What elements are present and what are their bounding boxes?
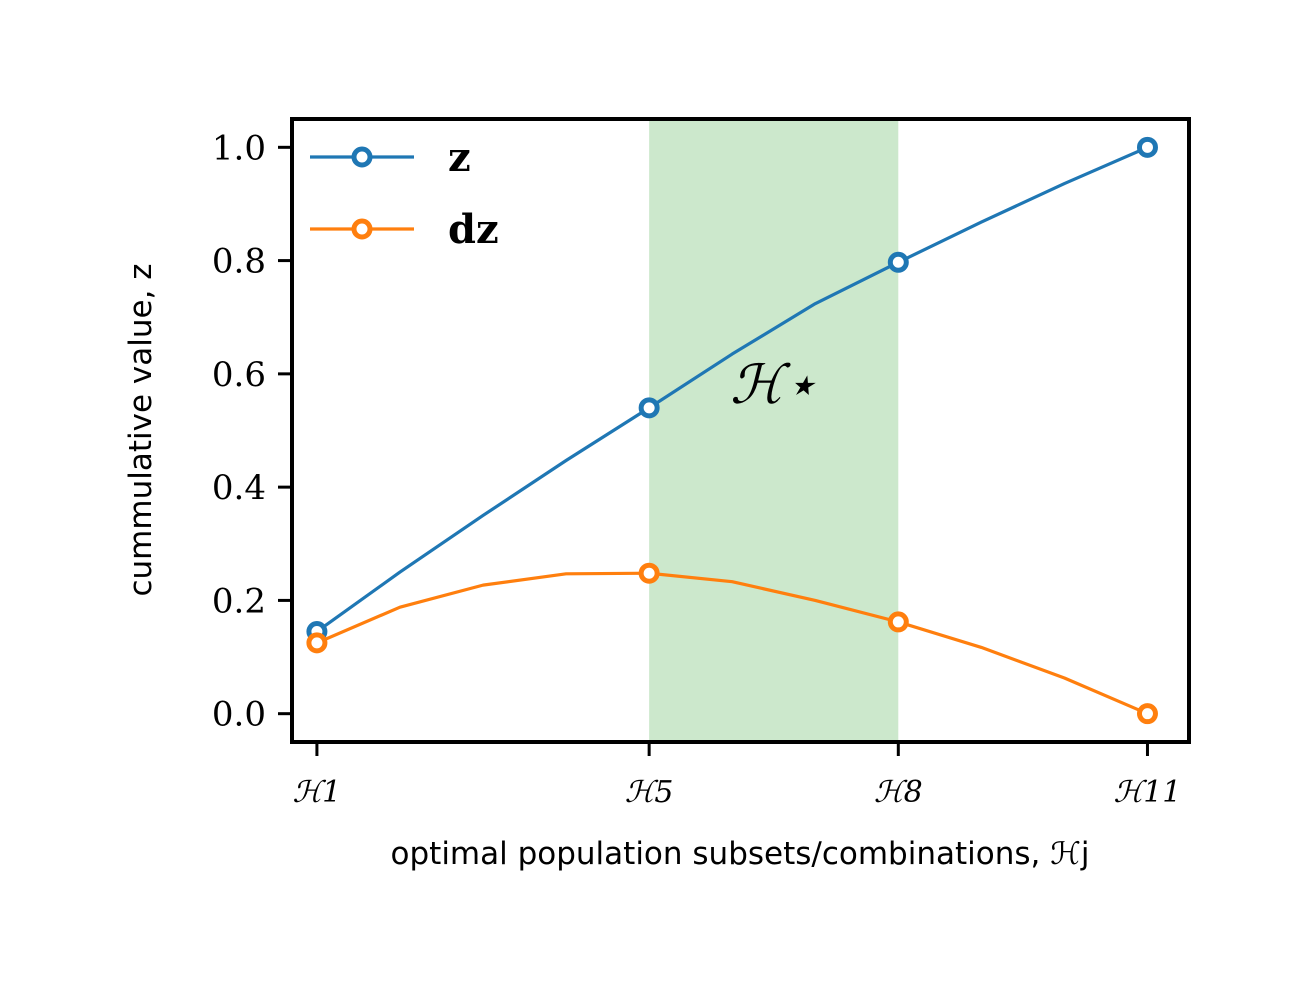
plot-frame: [290, 117, 1191, 744]
annotation-layer: ℋ⋆: [730, 353, 817, 416]
data-point-dz-5: [638, 562, 660, 584]
x-axis: ℋ1 ℋ5 ℋ8 ℋ11: [293, 742, 1182, 810]
legend: z dz: [310, 134, 499, 253]
legend-label-dz: dz: [448, 206, 499, 253]
x-tick-label: ℋ1: [293, 775, 342, 810]
y-tick-label: 0.0: [212, 695, 266, 735]
x-tick-label: ℋ8: [874, 775, 923, 810]
series-line-z: [315, 145, 1149, 633]
data-point-z-11: [1136, 136, 1158, 158]
y-tick-label: 0.8: [212, 242, 266, 282]
x-tick-label: ℋ5: [625, 775, 674, 810]
x-axis-label: optimal population subsets/combinations,…: [391, 836, 1090, 872]
shaded-region: [649, 119, 899, 742]
data-point-z-5: [638, 397, 660, 419]
y-tick-label: 0.4: [212, 468, 266, 508]
y-axis: 0.0 0.2 0.4 0.6 0.8 1.0: [212, 128, 292, 735]
shaded-region-layer: [649, 119, 899, 742]
data-point-dz-1: [306, 632, 328, 654]
data-point-dz-8: [887, 611, 909, 633]
y-tick-label: 0.2: [212, 581, 266, 621]
x-tick-label: ℋ11: [1114, 775, 1182, 810]
region-annotation: ℋ⋆: [730, 353, 817, 416]
legend-marker-dz: [351, 218, 373, 240]
data-point-dz-11: [1136, 703, 1158, 725]
y-axis-label: cummulative value, z: [123, 263, 159, 596]
data-point-z-8: [887, 251, 909, 273]
y-tick-label: 0.6: [212, 355, 266, 395]
series-line-dz: [316, 571, 1149, 716]
legend-label-z: z: [448, 134, 471, 181]
series-layer: [306, 136, 1158, 725]
legend-marker-z: [351, 146, 373, 168]
y-tick-label: 1.0: [212, 128, 266, 168]
